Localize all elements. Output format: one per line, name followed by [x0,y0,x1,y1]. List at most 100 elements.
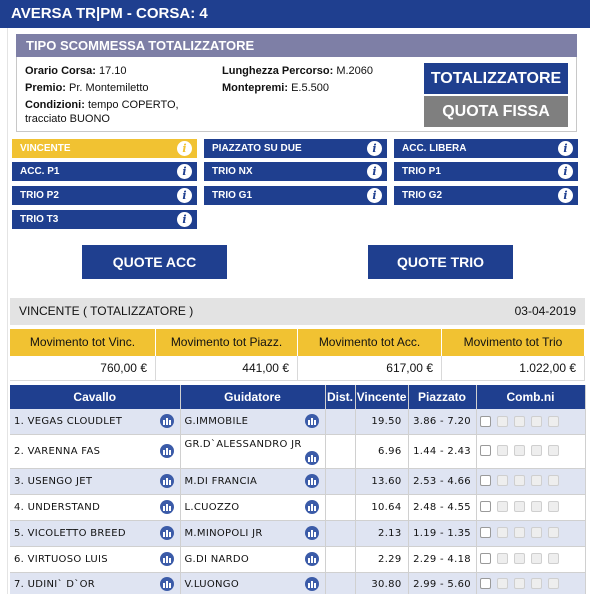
bet-trio-t3[interactable]: TRIO T3 i [12,210,197,229]
comb-checkbox[interactable] [479,578,491,590]
comb-cell [476,520,586,547]
cavallo-cell: 6. VIRTUOSO LUIS [10,546,181,573]
info-icon[interactable]: i [558,188,573,203]
dist-cell [325,494,356,521]
montepremi-label: Montepremi: [222,82,288,94]
comb-checkbox [530,445,542,457]
orario-label: Orario Corsa: [25,65,96,77]
info-icon[interactable]: i [367,164,382,179]
comb-cell [476,434,586,469]
bet-label: ACC. LIBERA [402,143,467,154]
info-icon[interactable]: i [558,164,573,179]
stats-icon[interactable] [304,526,319,540]
bet-trio-nx[interactable]: TRIO NX i [204,162,387,181]
guidatore-name: V.LUONGO [184,578,239,590]
info-icon[interactable]: i [367,188,382,203]
cavallo-name: 7. UDINI` D`OR [14,578,96,590]
cavallo-cell: 1. VEGAS CLOUDLET [10,409,181,435]
stats-icon[interactable] [304,577,319,591]
info-icon[interactable]: i [177,141,192,156]
stats-icon[interactable] [304,474,319,488]
piazzato-cell: 2.48 - 4.55 [408,494,477,521]
cavallo-cell: 5. VICOLETTO BREED [10,520,181,547]
comb-checkbox[interactable] [479,415,491,427]
condizioni-label: Condizioni: [25,99,85,111]
column-header-vincente: Vincente [355,385,409,409]
bet-piazzato-su-due[interactable]: PIAZZATO SU DUE i [204,139,387,158]
bet-trio-g2[interactable]: TRIO G2 i [394,186,578,205]
piazzato-cell: 2.29 - 4.18 [408,546,477,573]
bet-trio-p1[interactable]: TRIO P1 i [394,162,578,181]
comb-checkbox [530,553,542,565]
stats-icon[interactable] [159,444,174,458]
column-header-guidatore: Guidatore [180,385,326,409]
bet-label: TRIO NX [212,166,253,177]
comb-checkbox[interactable] [479,445,491,457]
stats-icon[interactable] [159,474,174,488]
column-header-dist: Dist. [325,385,356,409]
cavallo-name: 1. VEGAS CLOUDLET [14,415,123,427]
guidatore-cell: V.LUONGO [180,572,326,594]
table-row: 3. USENGO JET M.DI FRANCIA 13.60 2.53 - … [10,468,586,495]
totalizzatore-button[interactable]: TOTALIZZATORE [424,63,568,94]
comb-checkbox [530,578,542,590]
cavallo-name: 3. USENGO JET [14,475,93,487]
info-icon[interactable]: i [177,212,192,227]
movimento-value: 441,00 € [156,356,298,381]
movimento-header: Movimento tot Acc. [298,329,442,356]
comb-cell [476,494,586,521]
stats-icon[interactable] [159,526,174,540]
guidatore-cell: G.IMMOBILE [180,409,326,435]
stats-icon[interactable] [159,577,174,591]
comb-checkbox [513,553,525,565]
movimento-header: Movimento tot Vinc. [10,329,156,356]
cavallo-cell: 2. VARENNA FAS [10,434,181,469]
stats-icon[interactable] [304,552,319,566]
comb-checkbox[interactable] [479,527,491,539]
table-header-row: Cavallo Guidatore Dist. Vincente Piazzat… [10,385,586,409]
quote-acc-button[interactable]: QUOTE ACC [82,245,227,279]
info-icon[interactable]: i [367,141,382,156]
cavallo-name: 6. VIRTUOSO LUIS [14,553,108,565]
stats-icon[interactable] [304,500,319,514]
comb-checkbox [496,475,508,487]
comb-checkbox [547,527,559,539]
bet-trio-p2[interactable]: TRIO P2 i [12,186,197,205]
stats-icon[interactable] [159,414,174,429]
stats-icon[interactable] [304,414,319,429]
stats-icon[interactable] [159,500,174,514]
table-row: 6. VIRTUOSO LUIS G.DI NARDO 2.29 2.29 - … [10,546,586,573]
comb-checkbox [513,501,525,513]
bet-trio-g1[interactable]: TRIO G1 i [204,186,387,205]
bet-acc-p1[interactable]: ACC. P1 i [12,162,197,181]
comb-checkbox[interactable] [479,475,491,487]
comb-checkbox [513,445,525,457]
premio-value: Pr. Montemiletto [69,82,149,94]
column-header-cavallo: Cavallo [10,385,181,409]
movimento-value: 1.022,00 € [442,356,585,381]
info-icon[interactable]: i [177,164,192,179]
comb-checkbox [547,501,559,513]
montepremi-value: E.5.500 [291,82,329,94]
vincente-cell: 10.64 [355,494,409,521]
quote-trio-button[interactable]: QUOTE TRIO [368,245,513,279]
info-icon[interactable]: i [558,141,573,156]
bet-vincente[interactable]: VINCENTE i [12,139,197,158]
bet-acc-libera[interactable]: ACC. LIBERA i [394,139,578,158]
table-row: 4. UNDERSTAND L.CUOZZO 10.64 2.48 - 4.55 [10,494,586,521]
comb-checkbox [513,415,525,427]
premio: Premio: Pr. Montemiletto [25,81,149,95]
info-icon[interactable]: i [177,188,192,203]
lunghezza-value: M.2060 [336,65,374,77]
vincente-cell: 13.60 [355,468,409,495]
quota-fissa-button[interactable]: QUOTA FISSA [424,96,568,127]
comb-cell [476,468,586,495]
comb-checkbox[interactable] [479,553,491,565]
comb-checkbox [547,415,559,427]
movimento-header: Movimento tot Trio [442,329,585,356]
comb-checkbox [547,578,559,590]
comb-checkbox[interactable] [479,501,491,513]
stats-icon[interactable] [304,450,319,465]
stats-icon[interactable] [159,552,174,566]
comb-checkbox [547,553,559,565]
